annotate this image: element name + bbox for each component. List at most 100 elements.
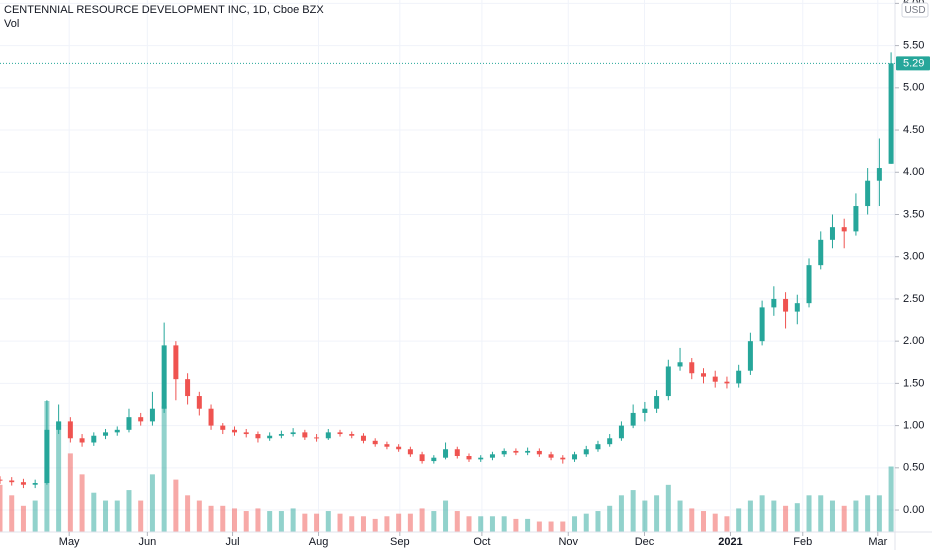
volume-bar — [642, 500, 648, 532]
currency-box[interactable] — [901, 2, 929, 18]
candle-body — [149, 408, 155, 422]
candle-body — [161, 345, 167, 409]
volume-bar — [443, 500, 449, 532]
candle-body — [372, 440, 378, 445]
candle-body — [290, 432, 296, 435]
candle-body — [196, 396, 202, 409]
candle-body — [337, 432, 343, 435]
candle-body — [9, 480, 15, 483]
candle-body — [677, 362, 683, 367]
volume-bar — [138, 500, 144, 532]
candle-body — [360, 435, 366, 441]
candle-body — [0, 479, 3, 481]
volume-bar — [220, 505, 226, 532]
candle-body — [712, 376, 718, 382]
x-tick-label: Sep — [390, 536, 410, 548]
volume-bar — [32, 500, 38, 532]
candle-body — [91, 435, 97, 443]
x-tick-label: Jun — [138, 536, 156, 548]
volume-bar — [747, 500, 753, 532]
volume-bar — [9, 495, 15, 532]
volume-bar — [454, 511, 460, 532]
candle-body — [783, 298, 789, 312]
candle-body — [525, 450, 531, 453]
candle-body — [818, 239, 824, 266]
candles — [0, 52, 894, 489]
volume-bar — [665, 484, 671, 532]
volume-bar — [161, 406, 167, 532]
y-tick-label: 3.00 — [903, 251, 924, 263]
candle-body — [431, 457, 437, 462]
volume-bar — [114, 500, 120, 532]
candle-body — [771, 298, 777, 308]
volume-bar — [431, 511, 437, 532]
candle-body — [536, 450, 542, 455]
candle-body — [44, 429, 50, 484]
candle-body — [255, 434, 261, 439]
volume-bar — [372, 518, 378, 532]
candle-body — [665, 366, 671, 397]
y-tick-label: 2.00 — [903, 335, 924, 347]
candle-body — [829, 227, 835, 240]
volume-bar — [185, 495, 191, 532]
candle-body — [126, 417, 132, 430]
volume-bar — [689, 508, 695, 532]
volume-bar — [630, 490, 636, 532]
candle-body — [583, 449, 589, 455]
volume-bar — [572, 516, 578, 532]
volume-bar — [654, 495, 660, 532]
candle-body — [302, 432, 308, 438]
volume-bar — [396, 513, 402, 532]
candle-body — [243, 432, 249, 435]
y-tick-label: 0.50 — [903, 462, 924, 474]
candle-body — [595, 444, 601, 450]
candle-body — [278, 434, 284, 436]
candle-body — [454, 449, 460, 456]
volume-bar — [419, 508, 425, 532]
y-tick-label: 1.50 — [903, 377, 924, 389]
candle-body — [396, 446, 402, 450]
volume-bar — [56, 421, 62, 532]
volume-bar — [325, 511, 331, 532]
candle-body — [208, 408, 214, 426]
candle-body — [548, 454, 554, 458]
candle-body — [794, 303, 800, 312]
volume-bar — [583, 513, 589, 532]
volume-bar — [501, 516, 507, 532]
volume-bar — [478, 516, 484, 532]
volume-bar — [231, 508, 237, 532]
candle-body — [56, 421, 62, 430]
volume-bar — [806, 495, 812, 532]
candle-body — [841, 227, 847, 232]
volume-bar — [243, 511, 249, 532]
volume-bar — [208, 505, 214, 532]
volume-bar — [841, 505, 847, 532]
volume-bar — [888, 466, 894, 532]
candle-body — [138, 417, 144, 422]
candle-body — [79, 438, 85, 443]
candle-body — [607, 438, 613, 445]
volume-bar — [818, 495, 824, 532]
x-tick-label: May — [59, 536, 80, 548]
x-tick-label: Feb — [793, 536, 812, 548]
candle-body — [689, 362, 695, 374]
volume-bar — [407, 513, 413, 532]
candle-body — [853, 206, 859, 232]
candle-body — [267, 435, 273, 439]
candle-body — [185, 379, 191, 397]
last-price-label: 5.29 — [903, 58, 924, 70]
volume-bar — [79, 474, 85, 532]
candle-body — [478, 457, 484, 460]
candle-body — [419, 454, 425, 462]
volume-bar — [876, 495, 882, 532]
volume-bar — [783, 505, 789, 532]
candle-body — [630, 412, 636, 426]
y-tick-label: 5.00 — [903, 82, 924, 94]
candle-body — [747, 341, 753, 371]
volume-bar — [302, 513, 308, 532]
chart-title: CENTENNIAL RESOURCE DEVELOPMENT INC, 1D,… — [4, 4, 324, 16]
volume-bar — [278, 511, 284, 532]
volume-bar — [794, 503, 800, 532]
